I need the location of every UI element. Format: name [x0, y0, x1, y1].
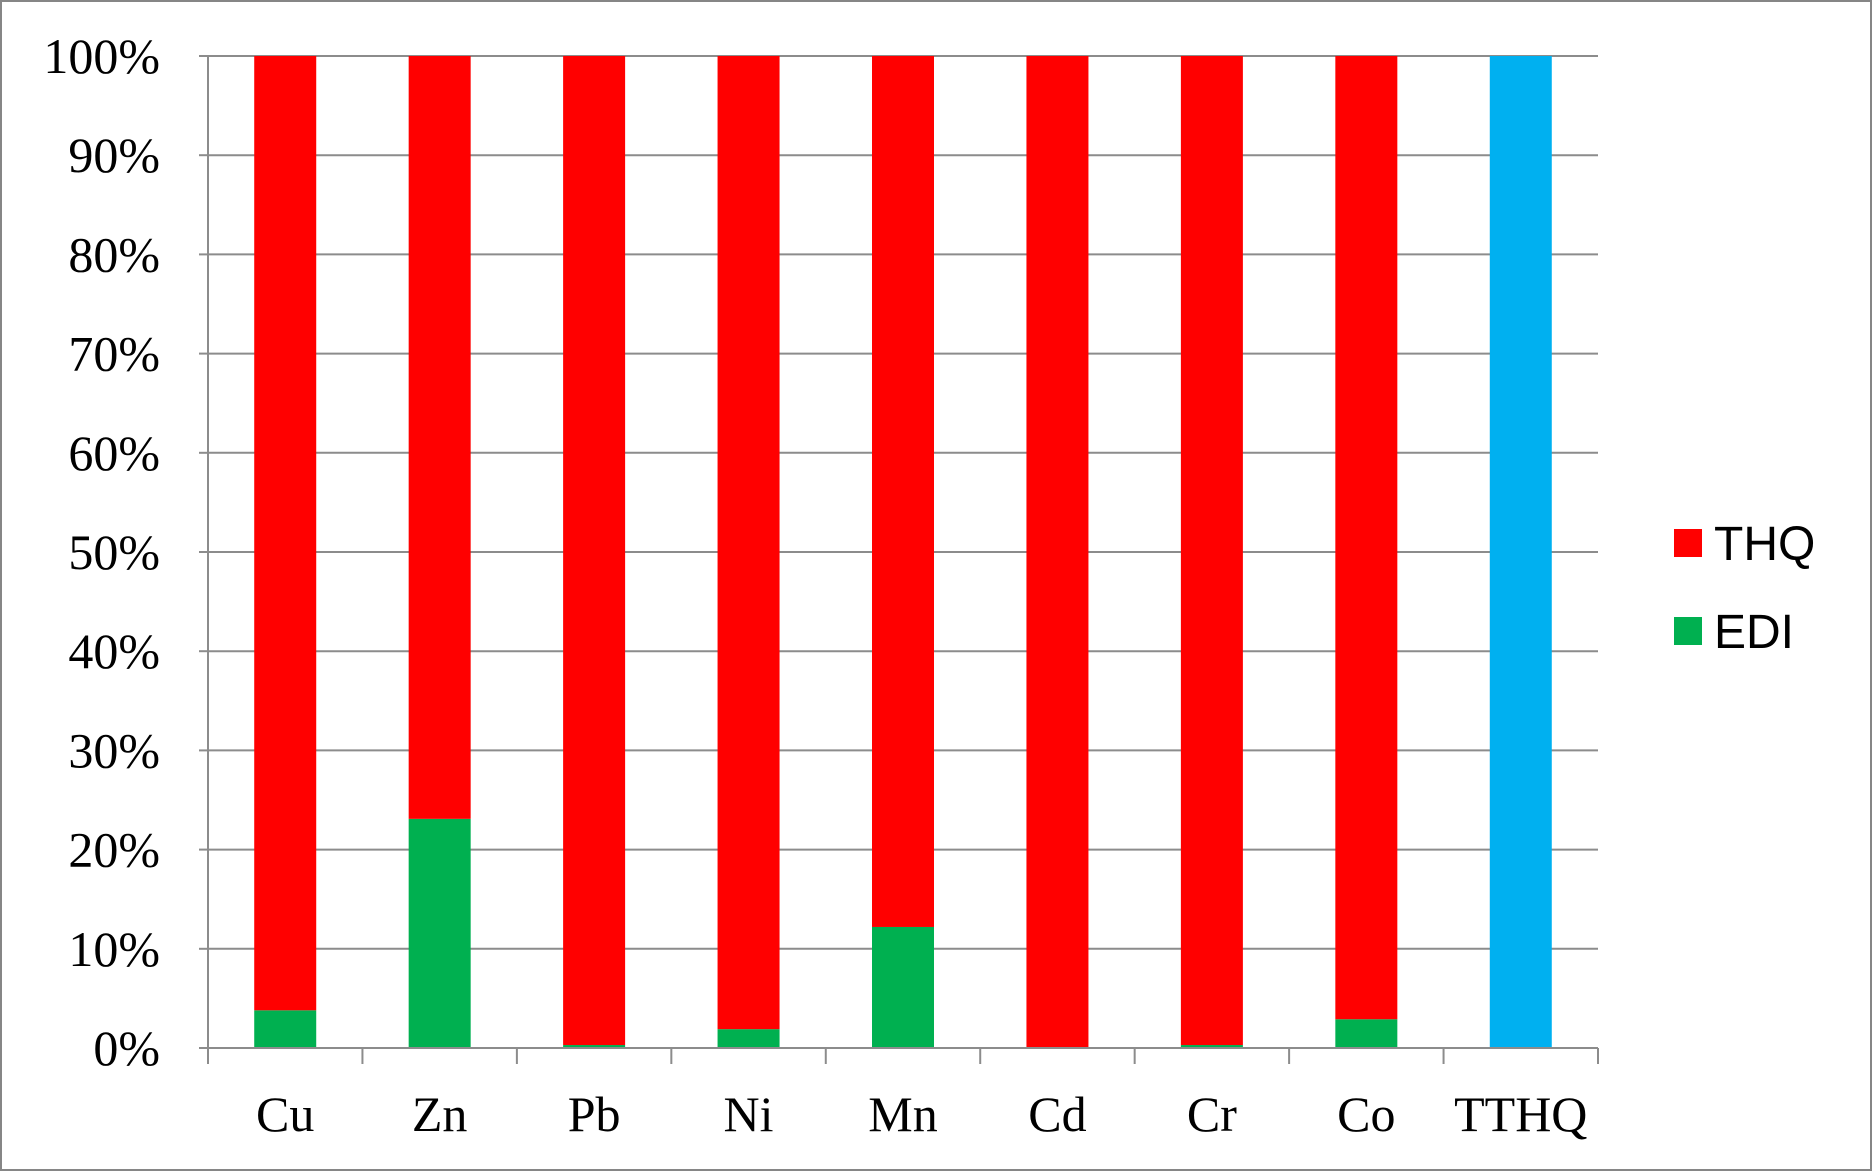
y-tick-label: 30% — [68, 722, 160, 778]
x-tick-label: Cu — [256, 1086, 314, 1142]
bar-segment-total-tthq — [1489, 56, 1552, 1048]
x-tick-label: Co — [1337, 1086, 1395, 1142]
bar-segment-thq-co — [1335, 56, 1398, 1020]
bar-segment-thq-pb — [563, 56, 626, 1046]
legend: THQ EDI — [1674, 518, 1815, 659]
x-tick-labels: Cu Zn Pb Ni Mn Cd Cr Co TTHQ — [256, 1086, 1587, 1142]
x-tick-label: Ni — [724, 1086, 774, 1142]
bar-segment-thq-cu — [254, 56, 317, 1011]
x-tick-label: Mn — [868, 1086, 937, 1142]
axes — [199, 55, 1599, 1064]
bar-segment-thq-cr — [1180, 56, 1243, 1046]
bar-segment-edi-ni — [717, 1029, 780, 1048]
legend-swatch-thq — [1674, 529, 1702, 557]
bar-segment-edi-zn — [408, 818, 471, 1048]
bar-segment-edi-cu — [254, 1010, 317, 1048]
y-tick-label: 10% — [68, 921, 160, 977]
legend-label-edi: EDI — [1714, 606, 1794, 659]
x-tick-label: TTHQ — [1454, 1086, 1587, 1142]
x-tick-label: Zn — [412, 1086, 468, 1142]
bar-segment-thq-mn — [872, 56, 934, 927]
y-tick-label: 70% — [68, 326, 160, 382]
y-tick-label: 0% — [93, 1020, 160, 1076]
y-tick-label: 50% — [68, 524, 160, 580]
x-tick-label: Cr — [1187, 1086, 1237, 1142]
legend-label-thq: THQ — [1714, 518, 1815, 571]
y-tick-label: 90% — [68, 127, 160, 183]
y-tick-label: 20% — [68, 822, 160, 878]
legend-swatch-edi — [1674, 617, 1702, 645]
x-tick-label: Cd — [1028, 1086, 1086, 1142]
bars — [254, 56, 1552, 1048]
bar-segment-edi-co — [1335, 1019, 1398, 1048]
y-tick-labels: 0% 10% 20% 30% 40% 50% 60% 70% 80% 90% 100% — [43, 28, 160, 1076]
bar-segment-thq-ni — [717, 56, 780, 1030]
y-tick-label: 100% — [43, 28, 160, 84]
bar-segment-thq-zn — [408, 56, 471, 819]
y-tick-label: 80% — [68, 226, 160, 282]
y-tick-label: 60% — [68, 425, 160, 481]
bar-segment-thq-cd — [1026, 56, 1089, 1048]
y-tick-label: 40% — [68, 623, 160, 679]
bar-segment-edi-cr — [1180, 1045, 1243, 1048]
bar-segment-edi-pb — [563, 1045, 626, 1048]
x-tick-label: Pb — [568, 1086, 621, 1142]
bar-segment-edi-mn — [872, 926, 934, 1048]
